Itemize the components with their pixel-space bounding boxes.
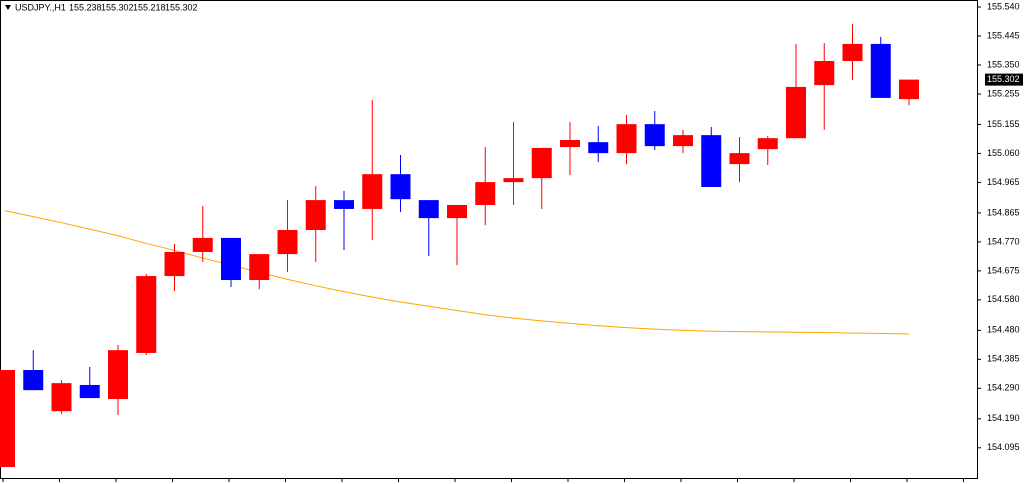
y-tick-label: 155.060 bbox=[987, 148, 1020, 158]
candle-body bbox=[192, 237, 213, 252]
candle-body bbox=[475, 182, 496, 205]
candle-body bbox=[814, 61, 835, 86]
candle-body bbox=[418, 200, 439, 219]
candle-body bbox=[673, 135, 693, 147]
y-tick-label: 154.190 bbox=[987, 413, 1020, 423]
moving-average bbox=[4, 210, 910, 335]
y-tick-label: 154.385 bbox=[987, 354, 1020, 364]
last-price-label: 155.302 bbox=[987, 74, 1020, 84]
y-tick-label: 155.350 bbox=[987, 59, 1020, 69]
candle-body bbox=[390, 174, 411, 200]
menu-arrow bbox=[5, 5, 11, 10]
y-tick-label: 155.155 bbox=[987, 119, 1020, 129]
candle-body bbox=[701, 135, 722, 187]
candle-body bbox=[899, 79, 919, 100]
y-tick-label: 154.290 bbox=[987, 383, 1020, 393]
candle-body bbox=[786, 86, 806, 139]
candle-body bbox=[305, 200, 326, 231]
candle-body bbox=[362, 174, 383, 209]
y-tick-label: 155.540 bbox=[987, 1, 1020, 11]
candle-body bbox=[757, 138, 778, 150]
candle-body bbox=[0, 370, 15, 468]
candle-body bbox=[447, 204, 467, 219]
last-price-box bbox=[985, 73, 1023, 86]
y-tick-label: 155.255 bbox=[987, 88, 1020, 98]
candle-body bbox=[23, 370, 44, 391]
candle-body bbox=[108, 350, 128, 399]
candle-body bbox=[644, 124, 665, 147]
candle-body bbox=[51, 383, 72, 412]
y-tick-label: 154.675 bbox=[987, 265, 1020, 275]
header-low: 155.218 bbox=[133, 2, 166, 12]
y-tick-label: 154.095 bbox=[987, 442, 1020, 452]
candle-body bbox=[842, 43, 863, 62]
candle-body bbox=[277, 230, 298, 255]
header-high: 155.302 bbox=[101, 2, 134, 12]
candle-body bbox=[503, 178, 524, 183]
header-close: 155.302 bbox=[165, 2, 198, 12]
candle-body bbox=[79, 384, 100, 399]
candle-body bbox=[221, 237, 241, 281]
header-symbol: USDJPY.,H1 bbox=[15, 2, 66, 12]
y-tick-label: 154.480 bbox=[987, 325, 1020, 335]
y-tick-label: 154.865 bbox=[987, 207, 1020, 217]
header-open: 155.238 bbox=[69, 2, 102, 12]
y-tick-label: 154.965 bbox=[987, 177, 1020, 187]
candle-body bbox=[531, 147, 552, 179]
candle-body bbox=[249, 254, 270, 281]
y-tick-label: 154.770 bbox=[987, 236, 1020, 246]
y-tick-label: 155.445 bbox=[987, 30, 1020, 40]
candle-body bbox=[560, 140, 580, 148]
y-tick-label: 154.580 bbox=[987, 294, 1020, 304]
candle-body bbox=[870, 43, 891, 98]
candle-body bbox=[616, 124, 637, 154]
candle-body bbox=[136, 276, 157, 353]
candle-body bbox=[164, 251, 185, 277]
candle-body bbox=[729, 153, 750, 165]
candle-body bbox=[334, 200, 354, 209]
candle-body bbox=[588, 142, 609, 154]
